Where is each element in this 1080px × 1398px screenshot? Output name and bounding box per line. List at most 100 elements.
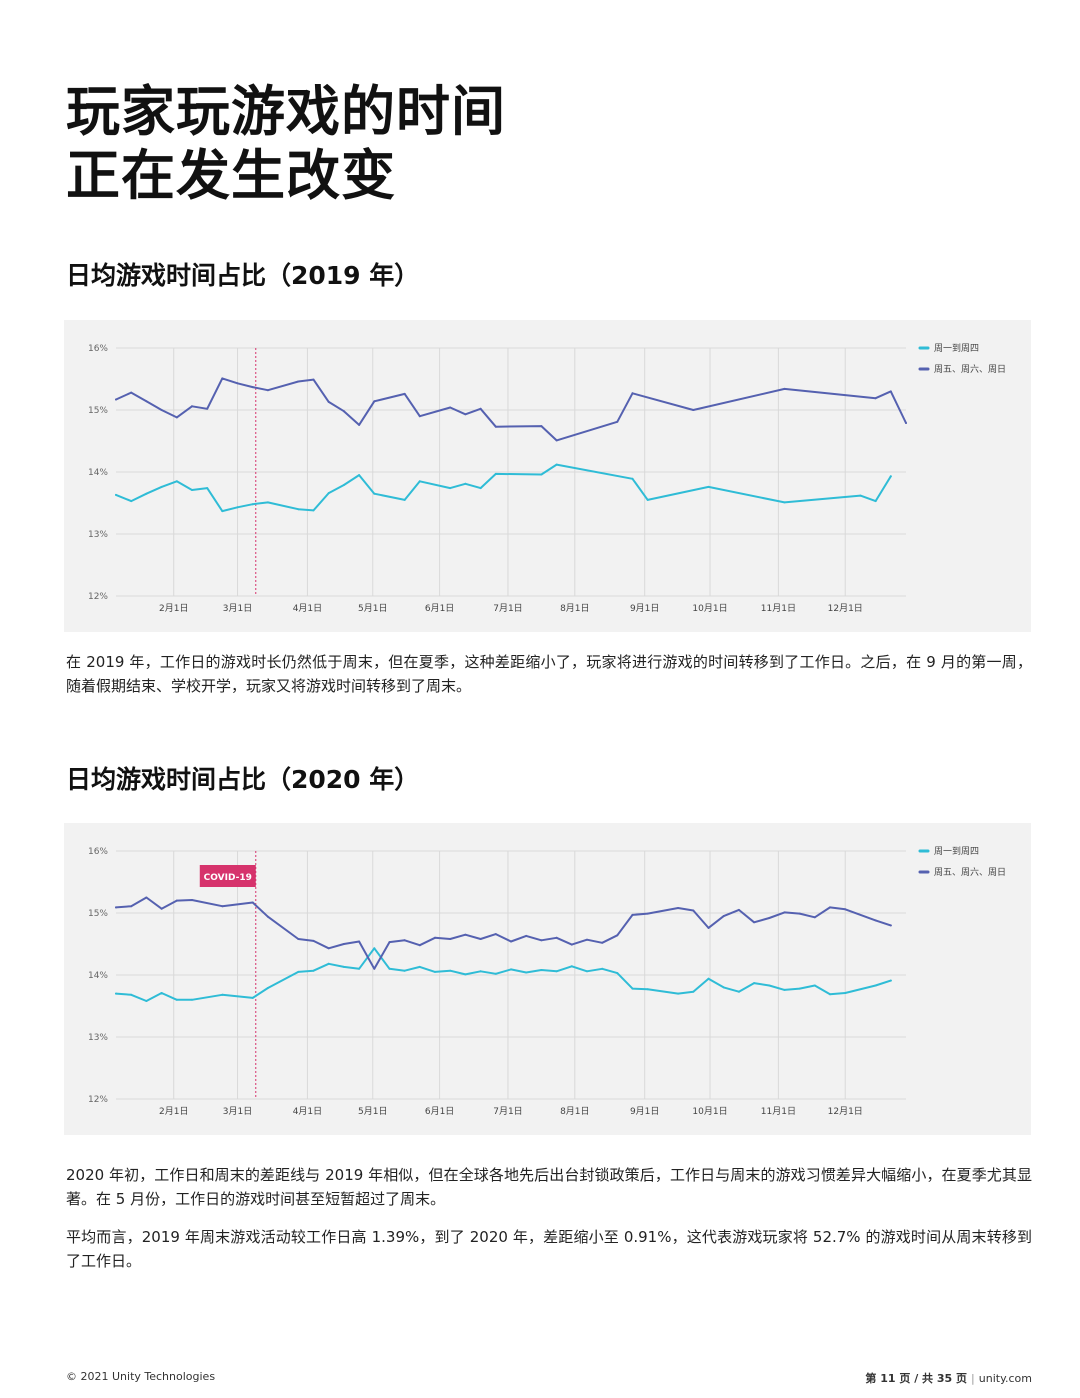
legend-label: 周一到周四 [934,845,979,857]
data-point [449,487,452,490]
series-line-1 [115,377,907,442]
data-point [297,508,300,511]
data-point [115,992,117,995]
data-point [722,986,725,989]
data-point [418,480,421,483]
data-point [874,984,877,987]
data-point [297,938,300,940]
data-point [692,909,695,912]
data-point [464,413,467,416]
data-point [555,970,558,973]
data-point [555,936,558,939]
data-point [434,970,436,973]
data-point [312,939,315,942]
data-point [707,977,710,980]
data-point [191,899,193,901]
data-point [160,992,163,994]
x-tick-label: 8月1日 [560,1106,589,1117]
data-point [403,392,406,395]
data-point [373,400,376,403]
data-point [601,941,604,944]
data-point [616,420,619,423]
data-point [358,474,361,477]
data-point [312,378,315,381]
data-point [844,992,847,994]
data-point [327,400,330,403]
data-point [829,906,831,909]
data-point [813,984,816,987]
data-point [403,969,406,972]
x-tick-label: 3月1日 [223,1106,252,1117]
x-tick-label: 12月1日 [828,1106,863,1117]
data-point [540,425,543,428]
data-point [753,982,756,985]
data-point [768,917,771,919]
data-point [889,390,892,393]
data-point [221,993,224,996]
data-point [145,400,148,403]
series-line-0 [115,463,892,513]
x-tick-label: 12月1日 [828,603,863,614]
data-point [206,407,209,410]
data-point [342,943,345,945]
data-point [479,487,482,490]
section-title-2019: 日均游戏时间占比（2019 年） [66,261,420,290]
data-point [236,382,239,385]
data-point [768,984,771,987]
x-tick-label: 9月1日 [630,1106,659,1117]
page-title-line1: 玩家玩游戏的时间 [66,80,506,143]
y-tick-label: 15% [88,406,108,416]
data-point [631,913,634,916]
annotation-badge [199,865,256,887]
data-point [677,907,680,909]
data-point [251,503,254,506]
footer-copyright: © 2021 Unity Technologies [66,1370,216,1383]
data-point [342,965,345,968]
data-point [130,500,133,503]
data-point [221,510,224,513]
data-point [115,398,117,401]
x-tick-label: 10月1日 [692,1106,727,1117]
data-point [160,485,163,488]
data-point [783,501,786,504]
section-2020-description-1: 2020 年初，工作日和周末的差距线与 2019 年相似，但在全球各地先后出台封… [66,1166,1032,1208]
y-tick-label: 14% [88,971,108,981]
data-point [312,509,315,512]
data-point [601,967,604,970]
footer-separator: | [971,1372,975,1385]
data-point [737,990,740,993]
data-point [722,915,725,918]
data-point [737,908,740,911]
footer-page-info: 第 11 页 / 共 35 页 | unity.com [865,1370,1032,1386]
section-title-2020: 日均游戏时间占比（2020 年） [66,765,420,794]
data-point [510,968,512,971]
data-point [889,979,892,982]
data-point [494,933,497,936]
data-point [525,934,528,937]
data-point [130,905,133,908]
data-point [251,386,254,389]
data-point [494,472,497,475]
series-line-1 [115,896,892,970]
x-tick-label: 5月1日 [358,603,387,614]
data-point [570,965,573,968]
data-point [358,423,361,426]
data-point [206,487,209,490]
footer-site-link[interactable]: unity.com [978,1372,1032,1385]
data-point [631,987,634,990]
x-tick-label: 7月1日 [493,603,522,614]
data-point [586,938,588,941]
data-point [388,941,391,944]
data-point [874,397,877,400]
data-point [403,498,406,501]
data-point [570,943,573,946]
data-point [540,939,543,942]
data-point [798,987,801,990]
data-point [479,407,482,410]
data-point [905,422,907,424]
legend-label: 周五、周六、周日 [934,866,1006,878]
data-point [388,967,391,970]
data-point [616,972,619,975]
footer-page-number: 第 11 页 / 共 35 页 [865,1372,968,1385]
data-point [145,896,148,899]
